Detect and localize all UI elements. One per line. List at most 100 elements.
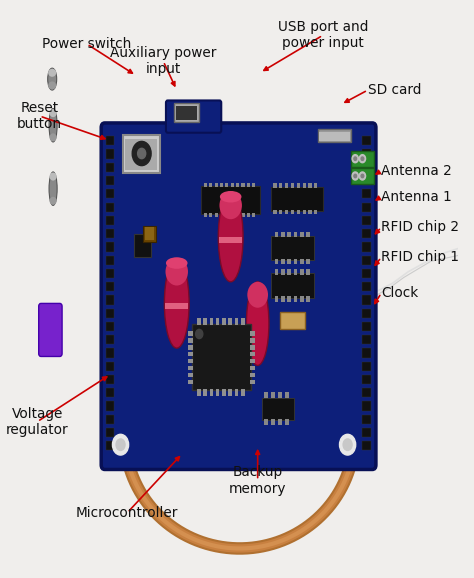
Bar [363,229,371,238]
Bar [271,418,275,424]
Bar [363,441,371,450]
Bar [279,210,283,214]
Bar [264,418,268,424]
Bar [228,318,232,325]
Bar [363,176,371,185]
Ellipse shape [247,282,268,307]
Bar [222,389,226,396]
Circle shape [354,174,356,177]
Bar [235,318,238,325]
Ellipse shape [219,192,243,282]
Circle shape [359,155,365,163]
Text: Backup
memory: Backup memory [229,465,286,495]
Bar [297,183,300,187]
Bar [363,309,371,318]
Bar [197,318,201,325]
Bar [300,297,303,302]
Ellipse shape [164,259,189,348]
Bar [271,187,323,211]
Bar [106,189,114,198]
Bar [363,428,371,437]
Bar [275,297,278,302]
Text: RFID chip 1: RFID chip 1 [381,250,459,264]
Text: Clock: Clock [381,286,419,300]
Bar [306,269,310,275]
Bar [351,168,374,184]
Bar [216,389,219,396]
Bar [231,213,234,217]
Bar [285,392,289,398]
Bar [210,318,213,325]
Bar [106,322,114,331]
Bar [293,259,297,264]
Circle shape [352,155,358,163]
Circle shape [116,439,125,450]
Bar [247,183,250,187]
Bar [145,227,154,240]
Bar [287,297,291,302]
Bar [309,183,311,187]
Bar [275,232,278,237]
Circle shape [132,142,151,166]
Bar [281,269,285,275]
Bar [363,269,371,278]
Ellipse shape [165,258,188,286]
Bar [174,103,199,122]
Bar [106,163,114,172]
Bar [176,106,198,120]
Bar [106,428,114,437]
Bar [106,176,114,185]
Bar [363,322,371,331]
Bar [106,282,114,291]
Bar [250,345,255,350]
Bar [203,389,207,396]
Bar [363,402,371,410]
Bar [106,216,114,225]
FancyBboxPatch shape [166,101,221,133]
Bar [363,362,371,371]
Bar [363,295,371,305]
Bar [106,441,114,450]
Bar [228,389,232,396]
Bar [106,414,114,424]
Ellipse shape [166,257,188,269]
Bar [306,297,310,302]
Bar [300,259,303,264]
Bar [222,318,226,325]
Text: Reset
button: Reset button [17,101,62,131]
Bar [201,186,260,214]
Bar [188,373,193,377]
Bar [252,213,255,217]
Bar [203,318,207,325]
Bar [300,269,303,275]
Bar [250,352,255,357]
Bar [216,318,219,325]
Bar [291,183,294,187]
Circle shape [359,172,365,180]
Bar [204,183,207,187]
Bar [273,210,276,214]
Circle shape [339,434,356,455]
Bar [236,183,239,187]
Bar [106,202,114,212]
Circle shape [352,172,358,180]
Bar [287,269,291,275]
Bar [106,295,114,305]
Bar [250,380,255,384]
Bar [297,210,300,214]
Bar [314,183,318,187]
Bar [281,232,285,237]
FancyBboxPatch shape [39,303,62,357]
Bar [271,273,314,298]
Bar [209,183,212,187]
Bar [204,213,207,217]
Bar [188,380,193,384]
Bar [285,210,288,214]
Bar [293,297,297,302]
Ellipse shape [49,109,57,117]
Ellipse shape [49,197,57,205]
Bar [319,132,350,141]
Bar [287,259,291,264]
Bar [363,216,371,225]
Bar [188,366,193,370]
